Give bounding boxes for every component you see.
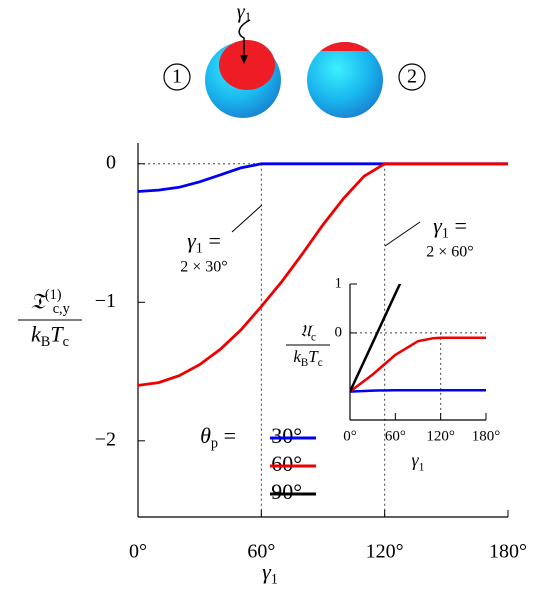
text-part: c xyxy=(318,356,323,368)
y-tick-label: −2 xyxy=(95,428,116,450)
leader xyxy=(385,222,420,246)
label: 𝔗(1)c,y xyxy=(30,287,70,317)
y-tick-label: 0 xyxy=(335,324,343,340)
y-tick-label: 1 xyxy=(335,275,343,291)
label: γ1 = xyxy=(187,228,221,257)
label: γ1 xyxy=(262,559,278,584)
series-line xyxy=(350,278,403,392)
label: kBTc xyxy=(293,347,322,369)
x-tick-label: 180° xyxy=(472,428,501,444)
x-tick-label: 0° xyxy=(129,541,147,563)
leader xyxy=(232,205,262,232)
text-part: = xyxy=(449,213,467,238)
legend-label: 60° xyxy=(271,451,302,476)
series-line xyxy=(138,164,508,192)
x-tick-label: 60° xyxy=(385,428,406,444)
sphere xyxy=(307,42,383,118)
annotation: 2 × 60° xyxy=(426,244,473,261)
text-part: = xyxy=(203,228,221,253)
figure: 1 2 γ1 0° 60° 120° 180° 0 −1 −2 γ1 𝔗(1)c,y kBTc θp… xyxy=(0,0,539,584)
text-part: B xyxy=(301,356,308,368)
sub: 1 xyxy=(245,9,252,24)
gamma-label: γ1 xyxy=(237,1,251,24)
text-part: 1 xyxy=(271,572,278,584)
text-part: 1 xyxy=(196,241,203,257)
text-part: θ xyxy=(200,423,211,448)
legend-label: 30° xyxy=(271,423,302,448)
text-part: p xyxy=(211,436,218,452)
legend-label: 90° xyxy=(271,479,302,504)
cap xyxy=(300,30,390,51)
text-part: c xyxy=(63,334,69,350)
text-part: c xyxy=(311,331,316,343)
x-tick-label: 120° xyxy=(426,428,455,444)
label: 𝔘c xyxy=(300,321,316,343)
text-part: = xyxy=(218,423,236,448)
text-part: 1 xyxy=(442,226,449,242)
label: γ1 = xyxy=(433,213,467,242)
label: 2 xyxy=(407,66,417,88)
text-part: B xyxy=(41,334,51,350)
label: 1 xyxy=(172,66,182,88)
series-line xyxy=(350,390,486,391)
plots: 0° 60° 120° 180° 0 −1 −2 γ1 𝔗(1)c,y kBTc θp = 30° 60… xyxy=(18,143,527,584)
cap xyxy=(219,40,275,90)
label: γ1 xyxy=(412,450,425,473)
x-tick-label: 0° xyxy=(343,428,357,444)
label: kBTc xyxy=(31,322,69,351)
text-part: 1 xyxy=(419,460,425,473)
y-tick-label: −1 xyxy=(95,290,116,312)
y-tick-label: 0 xyxy=(106,151,116,173)
x-tick-label: 180° xyxy=(489,541,527,563)
x-tick-label: 120° xyxy=(366,541,404,563)
label: θp = xyxy=(200,423,236,452)
annotation: 2 × 30° xyxy=(180,259,227,276)
text-part: c,y xyxy=(53,301,71,317)
